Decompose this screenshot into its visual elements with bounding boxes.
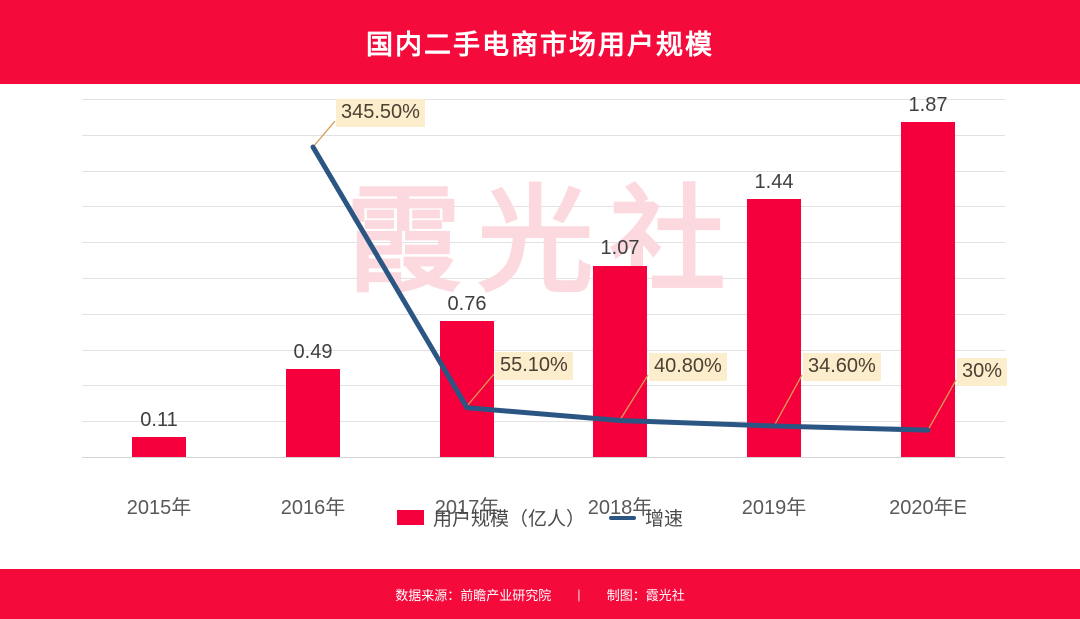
gridline bbox=[82, 206, 1005, 208]
gridline bbox=[82, 242, 1005, 244]
bar-2015 bbox=[132, 437, 186, 457]
gridline bbox=[82, 349, 1005, 351]
x-axis-tick-2018: 2018年 bbox=[587, 497, 653, 519]
bar-value-label: 1.87 bbox=[908, 94, 948, 116]
growth-callout-2019: 34.60% bbox=[803, 353, 881, 381]
bar-value-label: 0.76 bbox=[447, 293, 487, 315]
bar-2019 bbox=[747, 199, 801, 457]
gridline bbox=[82, 99, 1005, 100]
x-axis-tick-2020: 2020年E bbox=[889, 497, 967, 519]
gridline bbox=[82, 421, 1005, 423]
bar-2016 bbox=[286, 369, 340, 457]
bar-2018 bbox=[593, 265, 647, 457]
growth-callout-2018: 40.80% bbox=[649, 353, 727, 381]
data-source-label: 数据来源：前瞻产业研究院 bbox=[395, 587, 552, 603]
legend-item-growth-rate[interactable]: 增速 bbox=[609, 504, 683, 531]
bar-value-label: 0.49 bbox=[293, 341, 333, 363]
line-swatch-icon bbox=[609, 515, 636, 520]
chart-legend: 用户规模（亿人） 增速 bbox=[0, 504, 1080, 531]
legend-label: 增速 bbox=[645, 509, 684, 530]
bar-2017 bbox=[440, 321, 494, 457]
gridline bbox=[82, 170, 1005, 172]
growth-callout-2016: 345.50% bbox=[336, 99, 425, 127]
legend-label: 用户规模（亿人） bbox=[432, 509, 585, 530]
bar-value-label: 0.11 bbox=[140, 409, 178, 431]
callout-leader-lines bbox=[312, 120, 957, 431]
growth-callout-2020: 30% bbox=[957, 358, 1008, 386]
axis-baseline bbox=[82, 457, 1005, 458]
bar-value-label: 1.07 bbox=[600, 237, 640, 259]
header-banner: 国内二手电商市场用户规模 bbox=[0, 0, 1080, 84]
growth-callout-2017: 55.10% bbox=[495, 352, 573, 380]
chart-body: 霞光社 0.11 0.49 0.76 1.07 1.44 1.87 bbox=[0, 84, 1080, 569]
x-axis-tick-2016: 2016年 bbox=[280, 497, 346, 519]
growth-rate-line bbox=[310, 120, 957, 433]
footer-banner: 数据来源：前瞻产业研究院 | 制图：霞光社 bbox=[0, 569, 1080, 619]
x-axis-tick-2015: 2015年 bbox=[126, 497, 192, 519]
bar-value-label: 1.44 bbox=[754, 171, 794, 193]
plot-area: 霞光社 0.11 0.49 0.76 1.07 1.44 1.87 bbox=[82, 94, 1008, 519]
gridline bbox=[82, 134, 1005, 136]
x-axis-tick-2019: 2019年 bbox=[741, 497, 807, 519]
bar-2020 bbox=[901, 122, 955, 457]
credit-label: 制图：霞光社 bbox=[606, 587, 685, 603]
line-series-path bbox=[310, 144, 931, 433]
bar-swatch-icon bbox=[396, 510, 424, 525]
page-title: 国内二手电商市场用户规模 bbox=[366, 29, 714, 60]
gridline bbox=[82, 313, 1005, 315]
legend-item-user-scale[interactable]: 用户规模（亿人） bbox=[396, 504, 585, 531]
footer-separator: | bbox=[577, 586, 581, 602]
gridline bbox=[82, 278, 1005, 279]
gridline bbox=[82, 385, 1005, 387]
x-axis-tick-2017: 2017年 bbox=[434, 497, 500, 519]
